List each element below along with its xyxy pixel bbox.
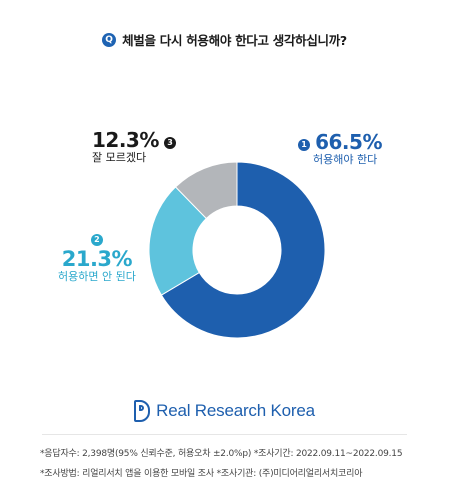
slice-number-badge-2: 2 — [90, 233, 103, 246]
donut-slice-1 — [160, 161, 326, 339]
slice-label-3: 12.3% 3 잘 모르겠다 — [92, 129, 176, 165]
slice-number-badge-1: 1 — [298, 138, 310, 151]
brand-logo: Real Research Korea — [0, 400, 449, 422]
slice-value-2: 21.3% — [61, 247, 133, 271]
donut-slice-2 — [148, 186, 208, 296]
question-badge: Q — [102, 32, 117, 47]
brand-name: Real Research Korea — [156, 401, 315, 420]
slice-name-1: 허용해야 한다 — [313, 153, 378, 166]
brand-logo-icon — [134, 400, 151, 422]
donut-slice-3 — [174, 161, 238, 220]
slice-value-3: 12.3% — [92, 128, 159, 152]
slice-label-2: 2 21.3% 허용하면 안 된다 — [58, 229, 136, 284]
slice-label-1: 1 66.5% 허용해야 한다 — [298, 131, 382, 167]
donut-chart — [148, 161, 326, 339]
slice-name-3: 잘 모르겠다 — [92, 151, 147, 164]
footer-line-2: *조사방법: 리얼리서치 앱을 이용한 모바일 조사 *조사기관: (주)미디어… — [40, 469, 363, 479]
question-text: 체벌을 다시 허용해야 한다고 생각하십니까? — [122, 33, 347, 48]
footer-divider — [42, 434, 407, 435]
footer-line-1: *응답자수: 2,398명(95% 신뢰수준, 허용오차 ±2.0%p) *조사… — [40, 449, 403, 459]
slice-number-badge-3: 3 — [163, 136, 176, 149]
slice-value-1: 66.5% — [315, 130, 382, 154]
slice-name-2: 허용하면 안 된다 — [58, 270, 136, 283]
question-header: Q 체벌을 다시 허용해야 한다고 생각하십니까? — [0, 30, 449, 49]
